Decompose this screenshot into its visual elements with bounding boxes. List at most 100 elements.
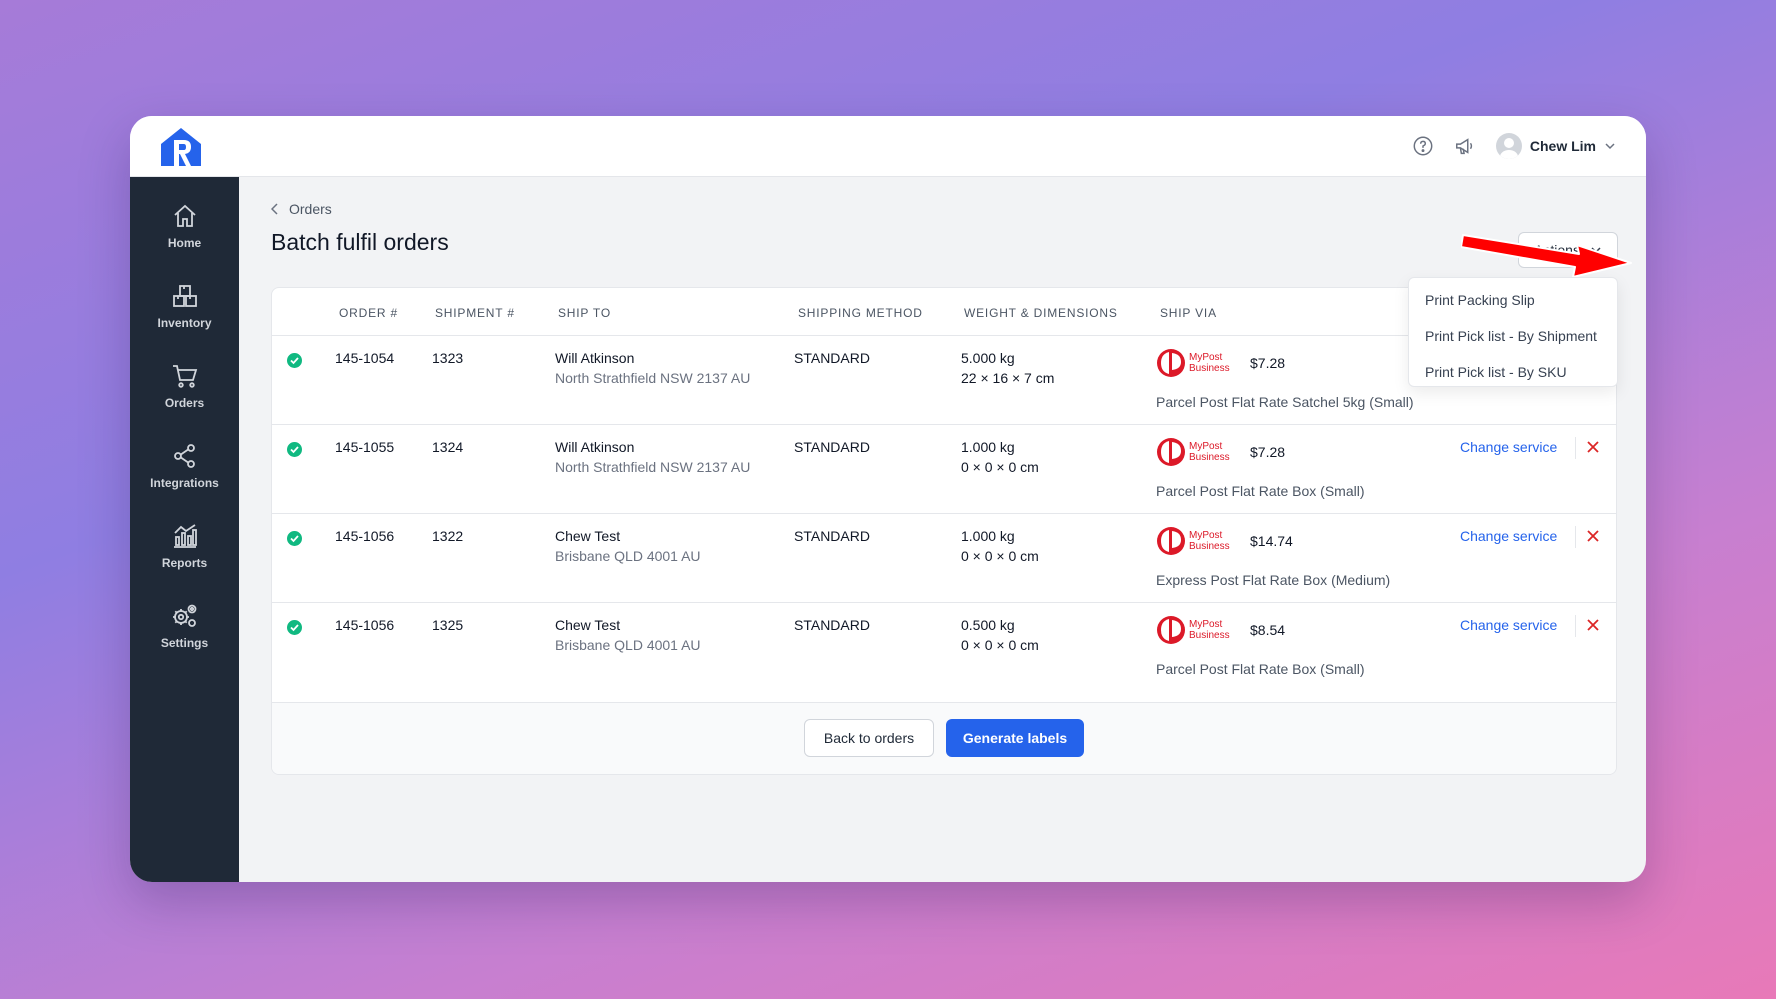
table-row: 145-1055 1324 Will Atkinson North Strathf… [272, 425, 1616, 514]
weight: 5.000 kg [961, 350, 1015, 366]
divider [1575, 437, 1576, 459]
close-icon[interactable] [1585, 528, 1601, 544]
shipping-method: STANDARD [794, 617, 870, 633]
recipient-name: Chew Test [555, 617, 621, 633]
home-icon [173, 204, 196, 227]
chevron-down-icon [1605, 143, 1615, 150]
service-name: Parcel Post Flat Rate Box (Small) [1156, 661, 1365, 677]
carrier-brand-line: Business [1189, 452, 1230, 463]
app-window: Chew Lim Home Inventory Orders Integrati… [130, 116, 1646, 882]
divider [1575, 615, 1576, 637]
app-logo[interactable] [158, 126, 204, 168]
help-icon[interactable] [1412, 135, 1434, 157]
shipping-method: STANDARD [794, 528, 870, 544]
sidebar: Home Inventory Orders Integrations Repor… [130, 177, 239, 882]
check-icon [287, 531, 302, 546]
recipient-address: North Strathfield NSW 2137 AU [555, 459, 751, 475]
ship-to: Chew Test Brisbane QLD 4001 AU [555, 617, 701, 653]
breadcrumb-label: Orders [289, 201, 332, 217]
recipient-address: North Strathfield NSW 2137 AU [555, 370, 751, 386]
australia-post-logo [1157, 616, 1185, 644]
recipient-address: Brisbane QLD 4001 AU [555, 548, 701, 564]
close-icon[interactable] [1585, 439, 1601, 455]
recipient-address: Brisbane QLD 4001 AU [555, 637, 701, 653]
carrier-brand: MyPost Business [1189, 352, 1237, 374]
actions-menu: Print Packing Slip Print Pick list - By … [1408, 277, 1618, 387]
back-to-orders-button[interactable]: Back to orders [804, 719, 934, 757]
table-row: 145-1056 1322 Chew Test Brisbane QLD 4001… [272, 514, 1616, 603]
dimensions: 22 × 16 × 7 cm [961, 370, 1055, 386]
australia-post-logo [1157, 438, 1185, 466]
weight-dimensions: 1.000 kg 0 × 0 × 0 cm [961, 528, 1039, 564]
annotation-arrow [1461, 234, 1632, 277]
megaphone-icon[interactable] [1454, 135, 1476, 157]
table-header: ORDER # SHIPMENT # SHIP TO SHIPPING METH… [272, 288, 1616, 336]
table-footer: Back to orders Generate labels [272, 702, 1616, 774]
order-number[interactable]: 145-1055 [335, 439, 395, 455]
user-name: Chew Lim [1529, 138, 1596, 154]
column-header: SHIP TO [558, 306, 611, 320]
check-icon [287, 442, 302, 457]
check-icon [287, 620, 302, 635]
ship-to: Will Atkinson North Strathfield NSW 2137 … [555, 350, 750, 386]
user-menu[interactable]: Chew Lim [1495, 133, 1616, 159]
sidebar-item-label: Inventory [157, 316, 212, 330]
menu-item-print-packing-slip[interactable]: Print Packing Slip [1425, 292, 1535, 308]
dimensions: 0 × 0 × 0 cm [961, 637, 1039, 653]
carrier-brand: MyPost Business [1189, 619, 1237, 641]
dimensions: 0 × 0 × 0 cm [961, 459, 1039, 475]
weight-dimensions: 1.000 kg 0 × 0 × 0 cm [961, 439, 1039, 475]
sidebar-item-inventory[interactable]: Inventory [130, 282, 239, 352]
close-icon[interactable] [1585, 617, 1601, 633]
carrier-brand: MyPost Business [1189, 441, 1237, 463]
main-content: Orders Batch fulfil orders Actions Print… [239, 177, 1646, 882]
menu-item-pick-list-by-shipment[interactable]: Print Pick list - By Shipment [1425, 328, 1597, 344]
carrier-brand: MyPost Business [1189, 530, 1237, 552]
ship-to: Will Atkinson North Strathfield NSW 2137 … [555, 439, 750, 475]
table-row: 145-1056 1325 Chew Test Brisbane QLD 4001… [272, 603, 1616, 692]
ship-to: Chew Test Brisbane QLD 4001 AU [555, 528, 701, 564]
sidebar-item-orders[interactable]: Orders [130, 362, 239, 432]
change-service-link[interactable]: Change service [1460, 528, 1558, 544]
column-header: SHIPPING METHOD [798, 306, 923, 320]
shipping-price: $7.28 [1250, 355, 1286, 371]
change-service-link[interactable]: Change service [1460, 617, 1558, 633]
top-bar: Chew Lim [130, 116, 1646, 177]
shipment-number: 1323 [432, 350, 464, 366]
change-service-link[interactable]: Change service [1460, 439, 1558, 455]
sidebar-item-reports[interactable]: Reports [130, 522, 239, 592]
order-number[interactable]: 145-1056 [335, 528, 395, 544]
recipient-name: Chew Test [555, 528, 621, 544]
carrier: MyPost Business $7.28 [1156, 437, 1285, 467]
carrier-brand-line: MyPost [1189, 530, 1223, 541]
shipment-number: 1322 [432, 528, 464, 544]
table-row: 145-1054 1323 Will Atkinson North Strathf… [272, 336, 1616, 425]
carrier-brand-line: Business [1189, 630, 1230, 641]
orders-table: ORDER # SHIPMENT # SHIP TO SHIPPING METH… [271, 287, 1617, 775]
sidebar-item-label: Orders [164, 396, 205, 410]
sidebar-item-integrations[interactable]: Integrations [130, 442, 239, 512]
reports-icon [173, 524, 197, 548]
shipping-price: $14.74 [1250, 533, 1293, 549]
sidebar-item-settings[interactable]: Settings [130, 602, 239, 672]
carrier-brand-line: MyPost [1189, 441, 1223, 452]
divider [1575, 526, 1576, 548]
sidebar-item-home[interactable]: Home [130, 202, 239, 272]
carrier-brand-line: Business [1189, 363, 1230, 374]
menu-item-pick-list-by-sku[interactable]: Print Pick list - By SKU [1425, 364, 1567, 380]
order-number[interactable]: 145-1056 [335, 617, 395, 633]
australia-post-logo [1157, 527, 1185, 555]
chevron-left-icon [271, 203, 278, 215]
recipient-name: Will Atkinson [555, 350, 635, 366]
breadcrumb[interactable]: Orders [271, 201, 332, 217]
weight: 0.500 kg [961, 617, 1015, 633]
sidebar-item-label: Reports [161, 556, 208, 570]
australia-post-logo [1157, 349, 1185, 377]
generate-labels-button[interactable]: Generate labels [946, 719, 1084, 757]
order-number[interactable]: 145-1054 [335, 350, 395, 366]
column-header: SHIPMENT # [435, 306, 515, 320]
shipping-price: $8.54 [1250, 622, 1286, 638]
column-header: SHIP VIA [1160, 306, 1217, 320]
sidebar-item-label: Home [167, 236, 202, 250]
column-header: WEIGHT & DIMENSIONS [964, 306, 1118, 320]
